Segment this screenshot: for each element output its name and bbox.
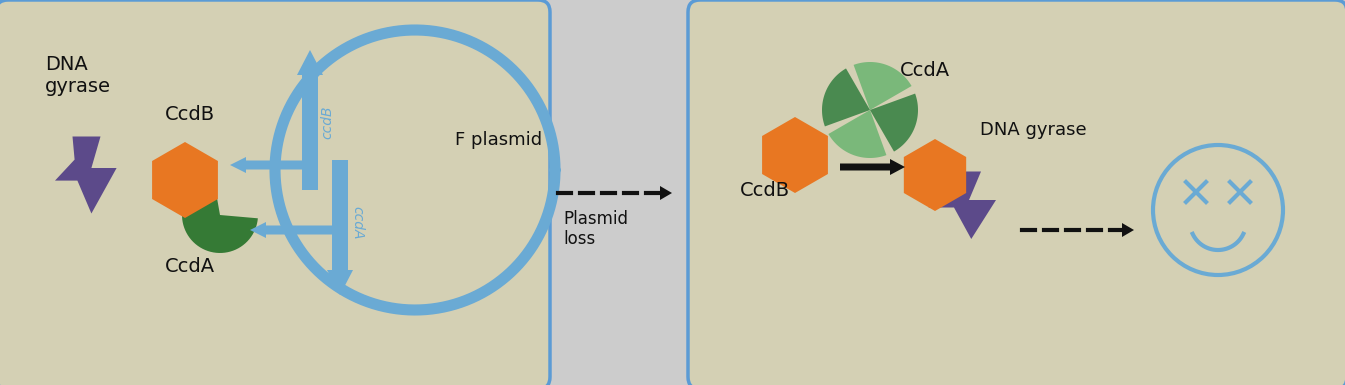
Polygon shape — [763, 117, 829, 193]
Text: DNA gyrase: DNA gyrase — [981, 121, 1087, 139]
Text: ccdB: ccdB — [320, 105, 334, 139]
Text: CcdB: CcdB — [740, 181, 790, 199]
Text: DNA
gyrase: DNA gyrase — [44, 55, 112, 96]
FancyArrow shape — [297, 50, 323, 190]
Polygon shape — [182, 177, 258, 253]
FancyBboxPatch shape — [0, 0, 550, 385]
FancyArrow shape — [656, 186, 672, 200]
Polygon shape — [904, 139, 966, 211]
Polygon shape — [854, 62, 912, 110]
Polygon shape — [822, 69, 870, 126]
Text: CcdA: CcdA — [900, 60, 950, 79]
FancyBboxPatch shape — [689, 0, 1345, 385]
FancyArrow shape — [230, 157, 308, 173]
Polygon shape — [928, 171, 997, 239]
Text: ccdA: ccdA — [350, 206, 364, 240]
Text: CcdB: CcdB — [165, 105, 215, 124]
Polygon shape — [829, 110, 886, 158]
FancyArrow shape — [327, 160, 352, 295]
Text: F plasmid: F plasmid — [455, 131, 542, 149]
Polygon shape — [55, 137, 117, 214]
FancyArrow shape — [1118, 223, 1134, 237]
FancyArrow shape — [250, 222, 338, 238]
Polygon shape — [870, 94, 919, 152]
FancyArrow shape — [841, 159, 905, 175]
Text: loss: loss — [564, 230, 596, 248]
Polygon shape — [152, 142, 218, 218]
Text: Plasmid: Plasmid — [564, 210, 628, 228]
Text: CcdA: CcdA — [165, 258, 215, 276]
